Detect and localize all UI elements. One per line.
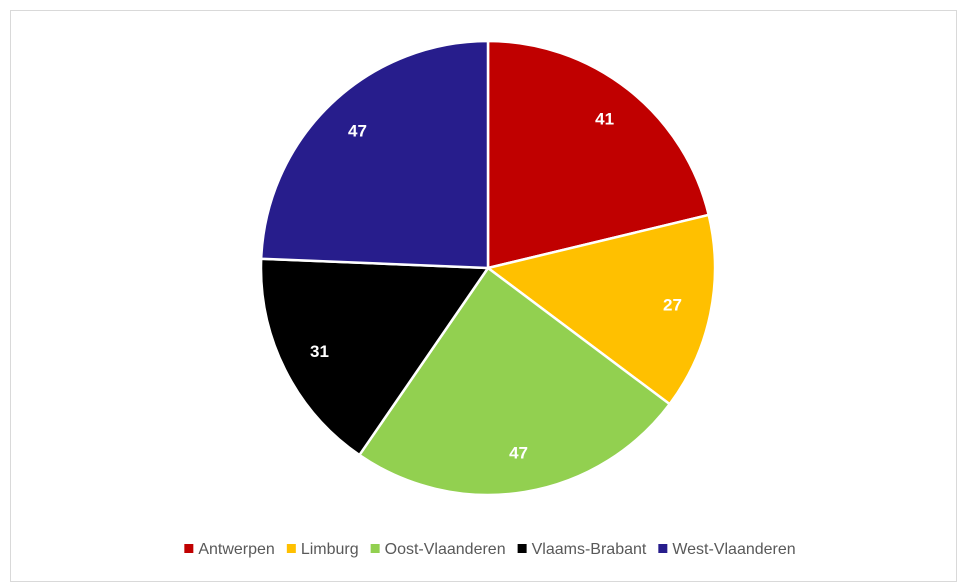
pie-slice (259, 257, 491, 457)
data-label: 47 (348, 122, 367, 141)
pie-slice (259, 39, 490, 270)
data-label: 47 (509, 443, 528, 462)
data-label: 27 (663, 296, 682, 315)
legend-marker (286, 544, 296, 553)
data-label: 31 (310, 342, 329, 361)
data-label: 41 (595, 109, 614, 128)
legend-marker (517, 544, 527, 553)
legend-label: Vlaams-Brabant (532, 541, 647, 558)
pie-slice (485, 213, 717, 406)
legend-marker (184, 544, 194, 553)
legend: Antwerpen Limburg Oost-Vlaanderen Vlaams-Br… (184, 541, 796, 558)
legend-label: Limburg (301, 541, 359, 558)
legend-label: Antwerpen (198, 541, 275, 558)
legend-marker (370, 544, 380, 553)
pie-slice (357, 266, 672, 497)
pie-slice (486, 39, 711, 270)
legend-marker (658, 544, 668, 553)
legend-label: Oost-Vlaanderen (385, 541, 506, 558)
legend-label: West-Vlaanderen (672, 541, 795, 558)
pie: 41 27 47 31 47 (259, 39, 717, 497)
